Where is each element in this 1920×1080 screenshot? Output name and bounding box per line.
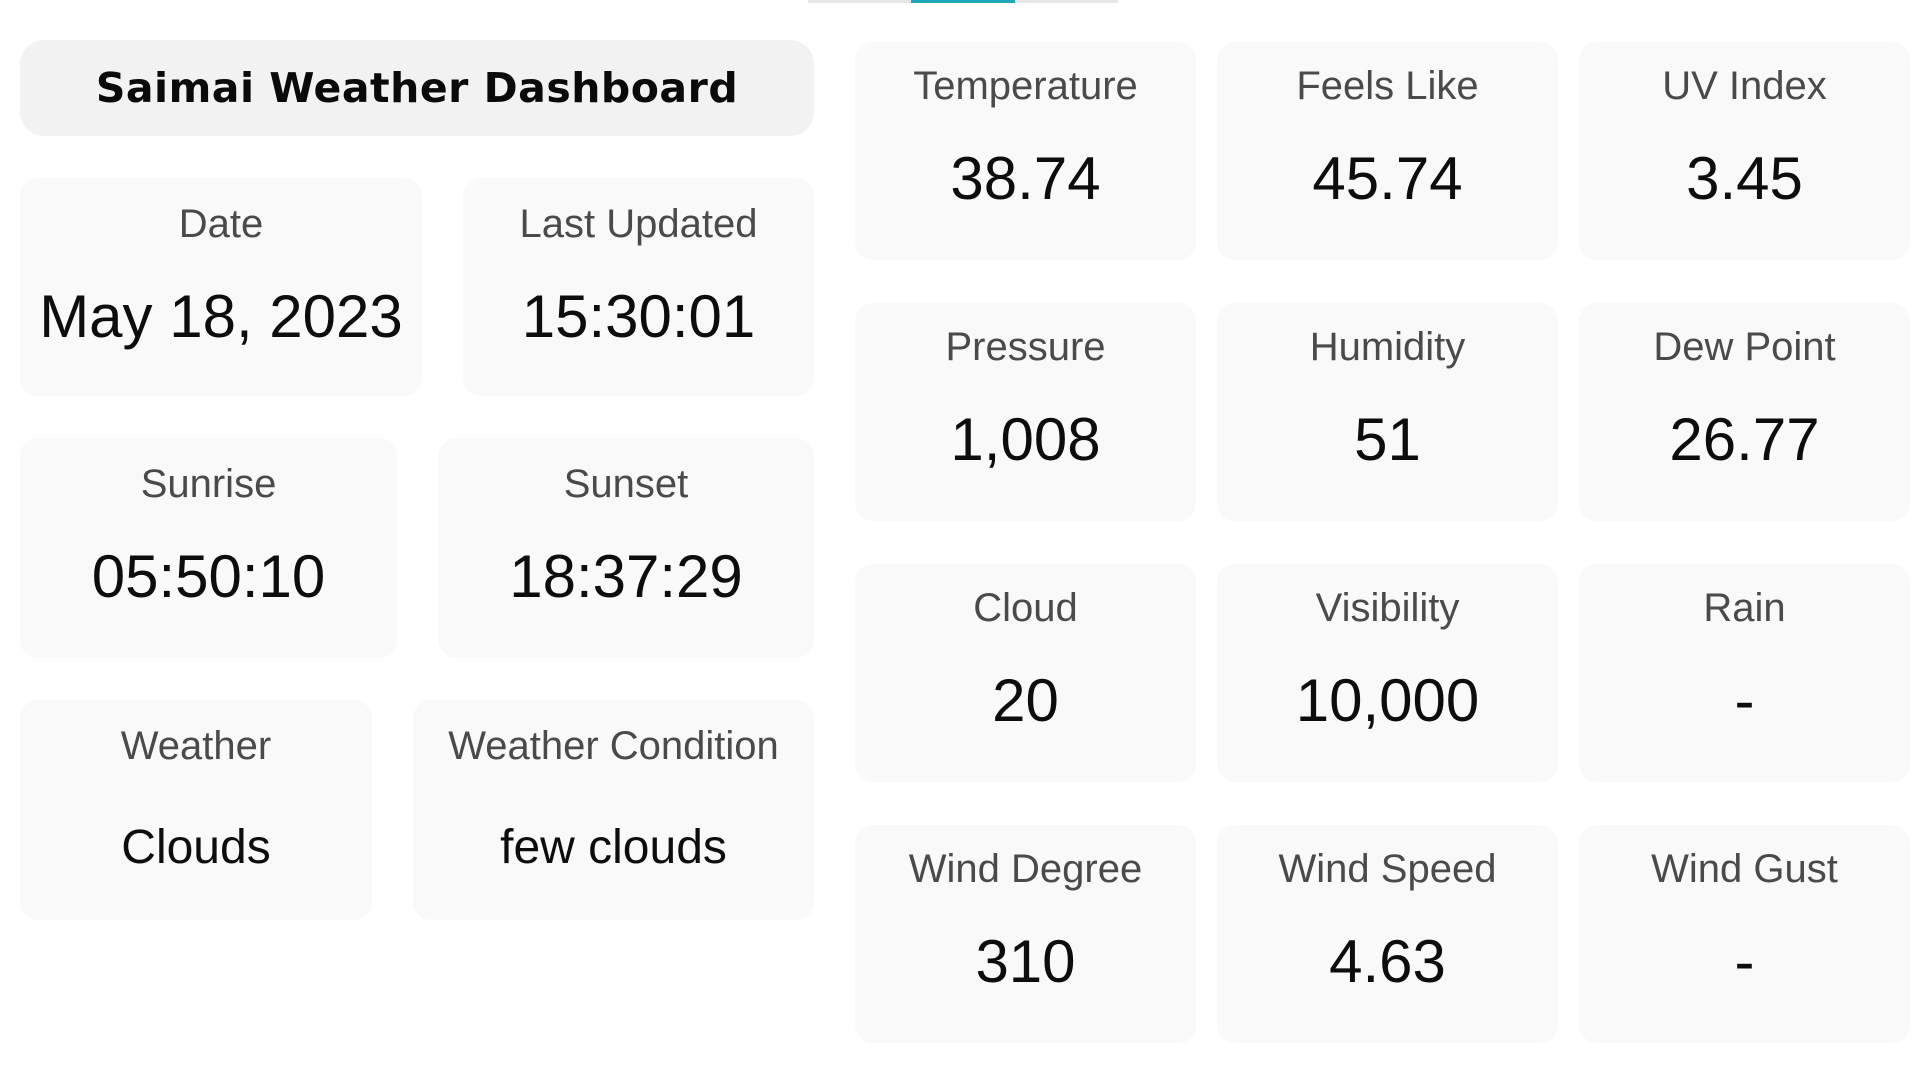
pressure-label: Pressure [945,325,1106,369]
wind-degree-label: Wind Degree [908,847,1143,891]
visibility-card: Visibility 10,000 [1217,564,1558,782]
sunrise-value: 05:50:10 [91,543,326,610]
sunset-value: 18:37:29 [509,543,743,610]
weather-value: Clouds [121,821,271,874]
sunset-label: Sunset [563,462,689,506]
dew-point-card: Dew Point 26.77 [1579,303,1910,521]
uv-index-label: UV Index [1662,64,1827,108]
sunrise-label: Sunrise [140,462,277,506]
uv-index-value: 3.45 [1686,145,1803,212]
rain-value: - [1734,667,1755,734]
date-label: Date [178,202,264,246]
temperature-label: Temperature [913,64,1138,108]
feels-like-value: 45.74 [1312,145,1463,212]
cloud-value: 20 [992,667,1059,734]
visibility-label: Visibility [1315,586,1460,630]
visibility-value: 10,000 [1295,667,1480,734]
wind-gust-value: - [1734,928,1755,995]
weather-condition-card: Weather Condition few clouds [413,700,814,920]
date-value: May 18, 2023 [39,283,403,350]
temperature-card: Temperature 38.74 [855,42,1196,260]
humidity-label: Humidity [1309,325,1466,369]
dew-point-value: 26.77 [1669,406,1820,473]
wind-degree-value: 310 [975,928,1076,995]
pressure-card: Pressure 1,008 [855,303,1196,521]
dashboard-title: Saimai Weather Dashboard [95,64,739,112]
rain-label: Rain [1703,586,1786,630]
feels-like-card: Feels Like 45.74 [1217,42,1558,260]
weather-condition-label: Weather Condition [448,724,779,768]
date-card: Date May 18, 2023 [20,178,422,396]
last-updated-label: Last Updated [519,202,758,246]
wind-speed-card: Wind Speed 4.63 [1217,825,1558,1043]
wind-gust-label: Wind Gust [1651,847,1838,891]
feels-like-label: Feels Like [1296,64,1479,108]
cloud-label: Cloud [973,586,1078,630]
dew-point-label: Dew Point [1653,325,1836,369]
tab-indicator-active[interactable] [911,0,1015,3]
pressure-value: 1,008 [950,406,1101,473]
top-tab-strip [808,0,1118,3]
humidity-value: 51 [1354,406,1421,473]
wind-speed-value: 4.63 [1329,928,1446,995]
temperature-value: 38.74 [950,145,1101,212]
tab-indicator[interactable] [808,0,911,3]
weather-card: Weather Clouds [20,700,372,920]
weather-condition-value: few clouds [500,821,727,874]
sunset-card: Sunset 18:37:29 [438,438,814,658]
sunrise-card: Sunrise 05:50:10 [20,438,397,658]
humidity-card: Humidity 51 [1217,303,1558,521]
last-updated-value: 15:30:01 [521,283,756,350]
last-updated-card: Last Updated 15:30:01 [463,178,814,396]
title-card: Saimai Weather Dashboard [20,40,814,136]
wind-speed-label: Wind Speed [1278,847,1497,891]
wind-degree-card: Wind Degree 310 [855,825,1196,1043]
rain-card: Rain - [1579,564,1910,782]
wind-gust-card: Wind Gust - [1579,825,1910,1043]
uv-index-card: UV Index 3.45 [1579,42,1910,260]
weather-label: Weather [120,724,272,768]
tab-indicator[interactable] [1015,0,1118,3]
cloud-card: Cloud 20 [855,564,1196,782]
